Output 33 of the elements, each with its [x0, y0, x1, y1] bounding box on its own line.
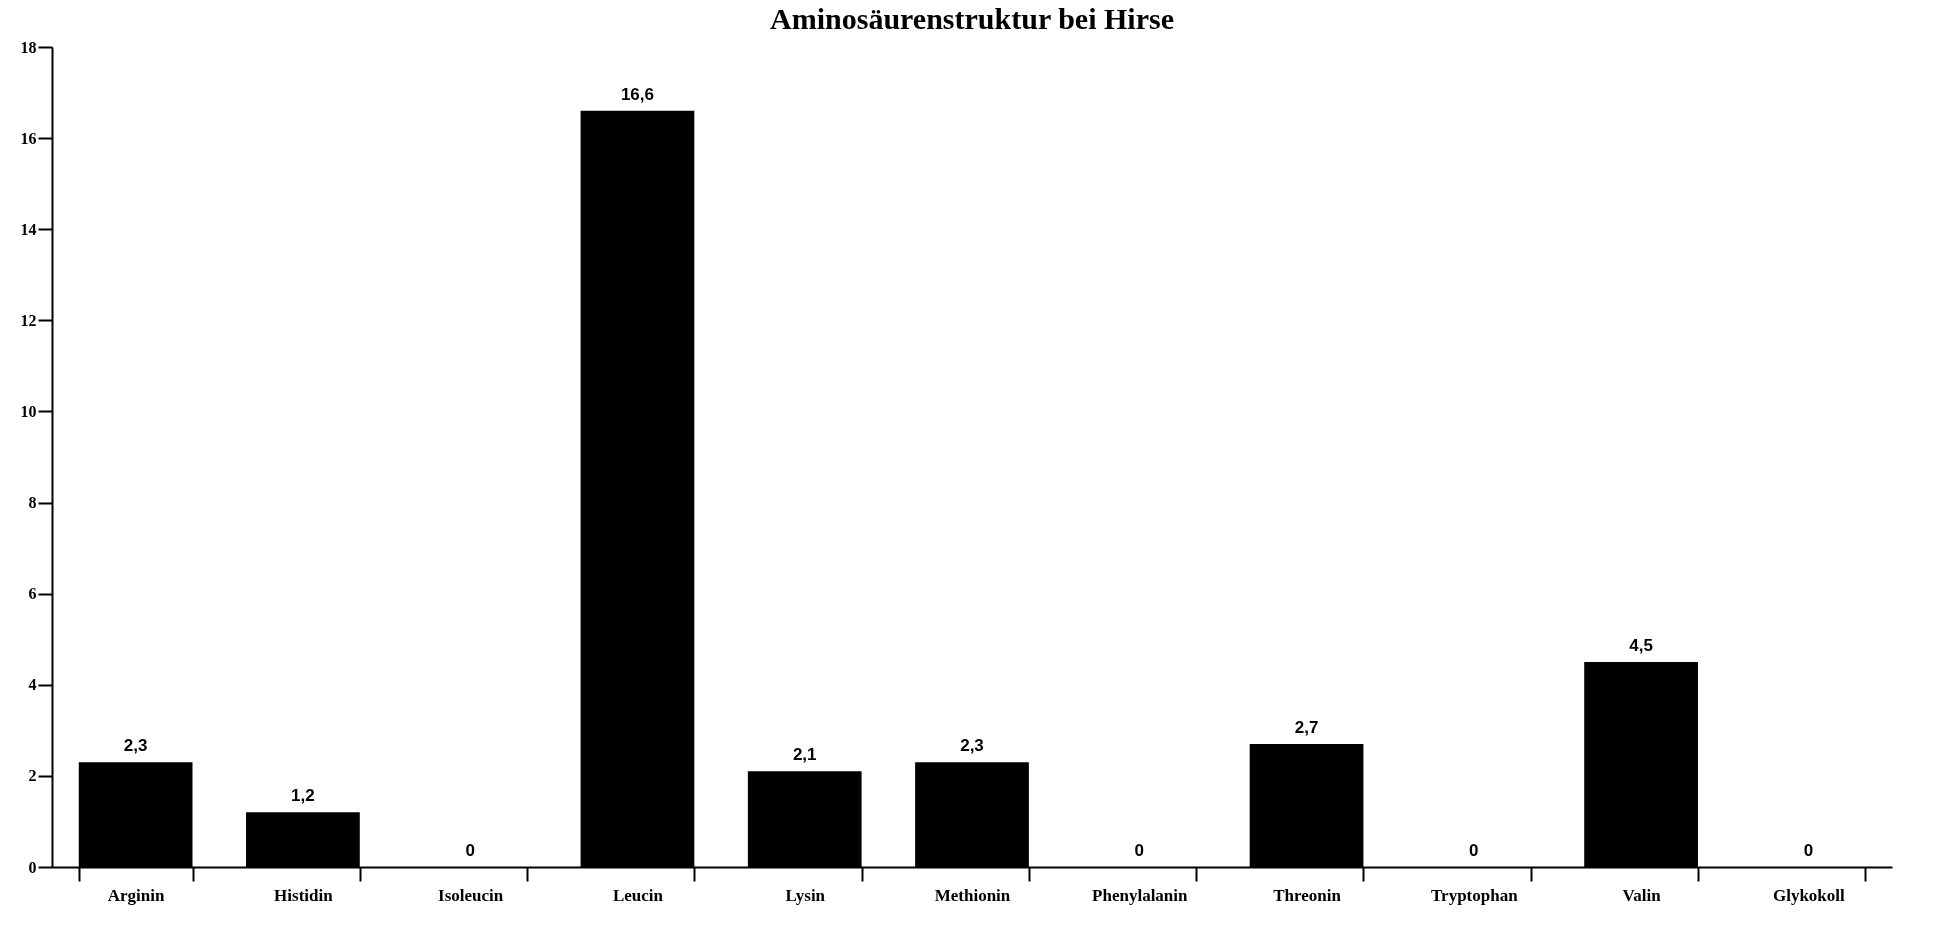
x-tick-label: Threonin — [1273, 885, 1342, 905]
x-tick-label: Valin — [1622, 885, 1662, 905]
y-tick-label: 14 — [20, 220, 37, 238]
y-tick-label: 18 — [20, 38, 37, 56]
data-label: 2,3 — [960, 736, 984, 756]
data-label: 4,5 — [1629, 636, 1653, 655]
y-tick-label: 10 — [20, 402, 37, 420]
data-label: 0 — [1134, 841, 1145, 860]
y-tick-label: 6 — [28, 585, 37, 603]
y-tick-label: 16 — [20, 129, 37, 147]
chart-title: Aminosäurenstruktur bei Hirse — [770, 2, 1174, 35]
y-tick-label: 12 — [20, 311, 37, 329]
data-label: 0 — [1469, 841, 1479, 860]
data-label: 1,2 — [291, 786, 315, 806]
x-tick-label: Lysin — [785, 885, 826, 905]
data-label: 0 — [1803, 841, 1814, 860]
x-tick-label: Methionin — [934, 885, 1011, 905]
data-label: 2,3 — [123, 736, 148, 756]
y-tick-label: 8 — [28, 494, 37, 512]
data-label: 16,6 — [620, 84, 654, 104]
x-tick-label: Glykokoll — [1772, 885, 1846, 905]
x-tick-label: Phenylalanin — [1092, 885, 1189, 905]
y-tick-label: 4 — [28, 676, 37, 694]
x-tick-label: Histidin — [274, 885, 334, 905]
data-label: 2,1 — [792, 745, 817, 765]
y-tick-label: 0 — [28, 858, 37, 876]
x-tick-label: Tryptophan — [1431, 885, 1519, 905]
y-tick-label: 2 — [28, 767, 37, 785]
data-label: 0 — [465, 841, 475, 860]
x-tick-label: Isoleucin — [438, 885, 504, 905]
x-tick-label: Leucin — [612, 885, 664, 905]
data-label: 2,7 — [1294, 718, 1319, 737]
x-tick-label: Arginin — [107, 885, 166, 905]
